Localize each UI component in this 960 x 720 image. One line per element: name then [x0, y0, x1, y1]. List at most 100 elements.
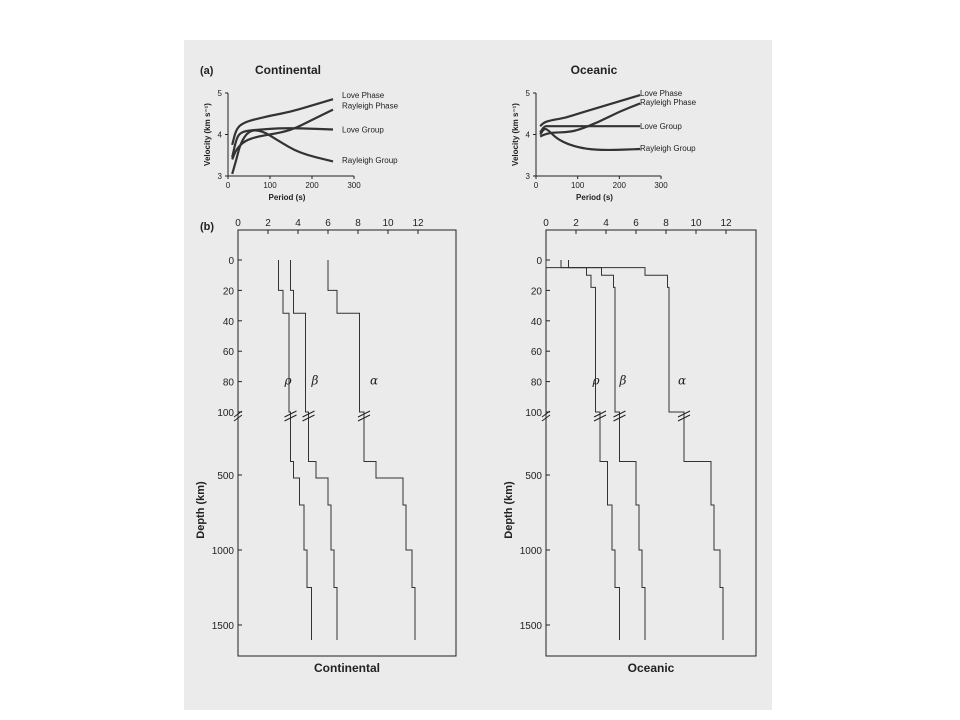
series-label-alpha: α: [370, 374, 378, 388]
series-label-love-phase: Love Phase: [640, 89, 683, 98]
axis-break-mark: [233, 410, 243, 418]
x-tick-label: 0: [235, 218, 241, 229]
y-axis-label: Depth (km): [503, 481, 515, 539]
series-line-love-phase: [231, 98, 334, 146]
series-label-beta: β: [619, 374, 627, 388]
profile-line-alpha-upper: [327, 260, 364, 413]
y-tick-label: 4: [218, 131, 223, 140]
x-tick-label: 200: [305, 181, 319, 190]
y-tick-label: 0: [228, 256, 234, 267]
series-label-alpha: α: [678, 374, 686, 388]
y-tick-label: 3: [218, 172, 223, 181]
y-tick-label: 1500: [212, 621, 235, 632]
axis-break-mark: [233, 414, 243, 422]
x-tick-label: 0: [226, 181, 231, 190]
curve-break-mark: [302, 410, 315, 418]
series-line-rayleigh-group: [231, 129, 334, 175]
series-line-love-phase: [539, 94, 641, 127]
series-line-rayleigh-group: [539, 127, 641, 152]
x-tick-label: 8: [663, 218, 669, 229]
x-tick-label: 12: [412, 218, 424, 229]
series-label-rayleigh-group: Rayleigh Group: [640, 144, 696, 153]
y-axis-label: Velocity (km s⁻¹): [203, 103, 212, 166]
series-label-rayleigh-phase: Rayleigh Phase: [640, 98, 697, 107]
y-tick-label: 1000: [212, 546, 235, 557]
profile-line-beta-lower: [615, 411, 646, 640]
x-tick-label: 100: [263, 181, 277, 190]
curve-break-mark: [593, 410, 607, 418]
y-tick-label: 20: [531, 286, 543, 297]
y-axis-label: Depth (km): [195, 481, 207, 539]
y-tick-label: 100: [525, 408, 542, 419]
y-tick-label: 60: [531, 347, 543, 358]
curve-break-mark: [357, 410, 371, 418]
curve-break-mark: [284, 410, 297, 418]
x-tick-label: 0: [534, 181, 539, 190]
profile-line-alpha-upper: [568, 260, 684, 413]
y-tick-label: 80: [223, 378, 235, 389]
y-tick-label: 60: [223, 347, 235, 358]
x-tick-label: 12: [720, 218, 732, 229]
curve-break-mark: [677, 414, 691, 422]
series-line-rayleigh-phase: [539, 102, 641, 138]
series-label-love-phase: Love Phase: [342, 91, 385, 100]
plot-frame: [545, 229, 757, 657]
depth-profile-oceanic: Oceanic 0 2 4 6 8 10 12 0 20 40 60 80 100 500 1000 1500 D…: [503, 218, 757, 675]
chart-title-oceanic: Oceanic: [628, 661, 675, 675]
axis-break-mark: [541, 414, 551, 422]
x-tick-label: 10: [382, 218, 394, 229]
x-tick-label: 0: [543, 218, 549, 229]
depth-profile-continental: Continental 0 2 4 6 8 10 12 0 20 40 60 80 100 500 1000 1…: [195, 218, 457, 675]
series-line-rayleigh-phase: [231, 108, 334, 160]
profile-line-beta-lower: [305, 411, 338, 640]
profile-line-rho-lower: [289, 411, 312, 640]
y-tick-label: 1000: [520, 546, 543, 557]
profile-line-rho-upper: [278, 260, 291, 413]
y-tick-label: 3: [526, 172, 531, 181]
y-tick-label: 4: [526, 131, 531, 140]
panel-a-label: (a): [200, 65, 214, 77]
y-tick-label: 20: [223, 286, 235, 297]
x-tick-label: 2: [265, 218, 271, 229]
y-tick-label: 100: [217, 408, 234, 419]
y-tick-label: 0: [536, 256, 542, 267]
series-label-rayleigh-group: Rayleigh Group: [342, 156, 398, 165]
series-label-love-group: Love Group: [640, 122, 682, 131]
axis-break-mark: [541, 410, 551, 418]
curve-break-mark: [677, 410, 691, 418]
profile-line-beta-upper: [290, 260, 309, 413]
x-axis-label: Period (s): [269, 193, 306, 202]
x-tick-label: 300: [347, 181, 361, 190]
chart-title-continental: Continental: [255, 63, 321, 77]
x-tick-label: 10: [690, 218, 702, 229]
curve-break-mark: [613, 410, 626, 418]
dispersion-chart-continental: Continental 0 100 200 300 3 4 5 Period (s) Veloci…: [203, 63, 399, 202]
y-tick-label: 40: [223, 317, 235, 328]
y-tick-label: 5: [218, 89, 223, 98]
panel-b-label: (b): [200, 221, 214, 233]
curve-break-mark: [357, 414, 371, 422]
series-label-rho: ρ: [592, 374, 600, 388]
x-tick-label: 6: [633, 218, 639, 229]
chart-title-continental: Continental: [314, 661, 380, 675]
x-tick-label: 4: [603, 218, 609, 229]
plot-frame: [237, 229, 457, 657]
x-tick-label: 2: [573, 218, 579, 229]
curve-break-mark: [593, 414, 607, 422]
y-tick-label: 40: [531, 317, 543, 328]
y-tick-label: 500: [525, 471, 542, 482]
y-tick-label: 5: [526, 89, 531, 98]
y-tick-label: 80: [531, 378, 543, 389]
curve-break-mark: [613, 414, 626, 422]
profile-line-rho-upper: [560, 260, 600, 413]
y-tick-label: 1500: [520, 621, 543, 632]
dispersion-chart-oceanic: Oceanic 0 100 200 300 3 4 5 Period (s) Velocity (…: [511, 63, 697, 202]
series-label-rayleigh-phase: Rayleigh Phase: [342, 101, 399, 110]
x-tick-label: 6: [325, 218, 331, 229]
chart-title-oceanic: Oceanic: [571, 63, 618, 77]
y-tick-label: 500: [217, 471, 234, 482]
x-tick-label: 4: [295, 218, 301, 229]
x-axis-label: Period (s): [576, 193, 613, 202]
profile-line-beta-upper: [545, 260, 620, 413]
